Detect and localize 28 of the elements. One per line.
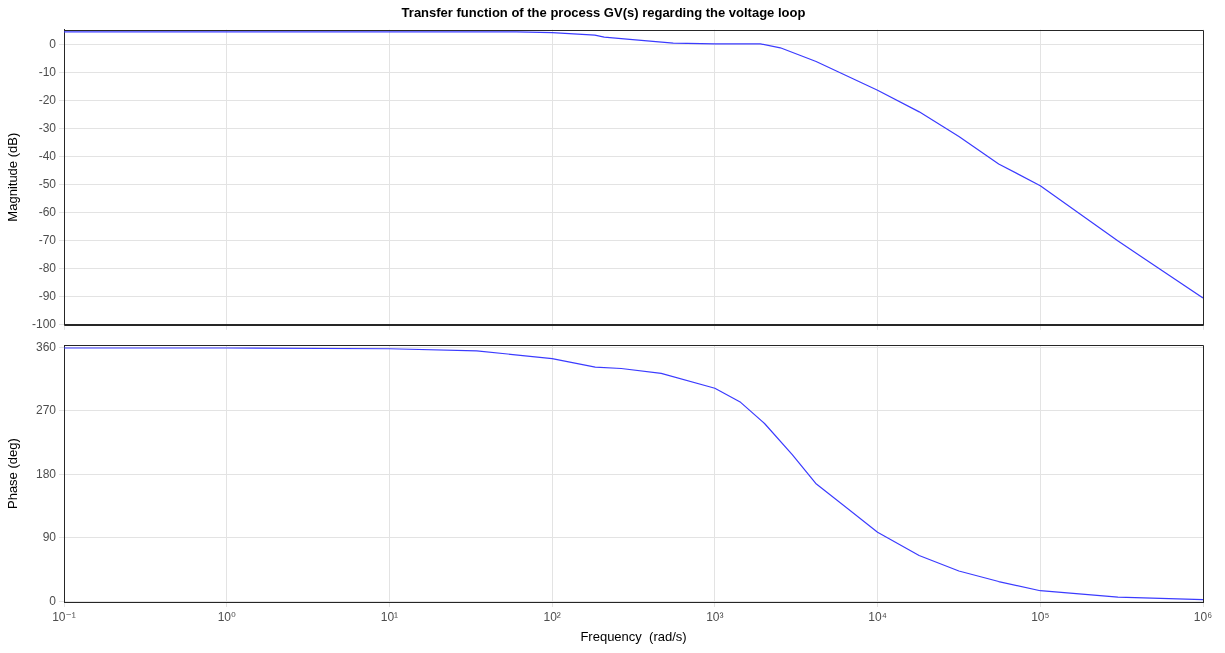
- y-axis-title: Phase (deg): [5, 438, 21, 510]
- x-tick-label: 10⁰: [217, 609, 236, 624]
- y-tick-label: -50: [38, 177, 57, 192]
- x-tick-label: 10⁶: [1193, 609, 1213, 624]
- y-tick-label: -40: [38, 149, 57, 164]
- y-tick-label: 90: [42, 530, 57, 545]
- chart-title: Transfer function of the process GV(s) regarding the voltage loop: [401, 5, 806, 21]
- x-axis-title: Frequency (rad/s): [580, 628, 687, 644]
- y-tick-label: -90: [38, 289, 57, 304]
- y-tick-label: -30: [38, 121, 57, 136]
- y-tick-label: -10: [38, 65, 57, 80]
- x-tick-label: 10⁻¹: [52, 609, 76, 624]
- x-tick-label: 10¹: [380, 609, 399, 624]
- y-tick-label: 180: [35, 466, 57, 481]
- x-tick-label: 10²: [543, 609, 561, 624]
- y-tick-label: -60: [38, 205, 57, 220]
- x-tick-label: 10⁵: [1031, 609, 1050, 624]
- y-tick-label: -20: [38, 93, 57, 108]
- x-tick-label: 10⁴: [868, 609, 887, 624]
- y-tick-label: -80: [38, 261, 57, 276]
- y-tick-label: 0: [49, 593, 57, 608]
- y-tick-label: 0: [49, 37, 57, 52]
- y-axis-title: Magnitude (dB): [5, 132, 21, 222]
- y-tick-label: -70: [38, 233, 57, 248]
- y-tick-label: -100: [31, 317, 57, 332]
- y-tick-label: 270: [35, 403, 57, 418]
- x-tick-label: 10³: [706, 609, 724, 624]
- y-tick-label: 360: [35, 339, 57, 354]
